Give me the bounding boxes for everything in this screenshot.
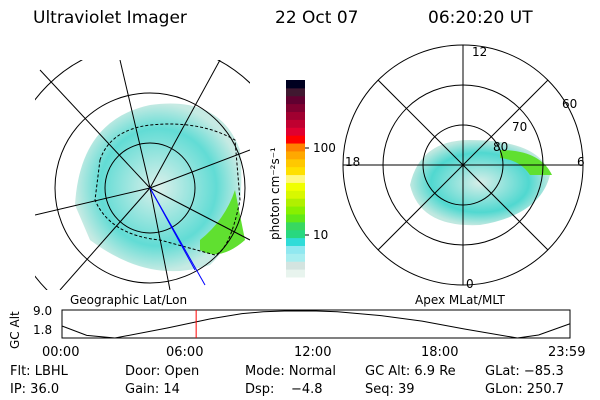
mlt-12: 12 (472, 45, 488, 59)
aurora-bright-region (200, 190, 245, 255)
mlt-18: 18 (345, 155, 361, 169)
glon: GLon: 250.7 (485, 382, 565, 397)
colorbar-swatch (286, 135, 305, 144)
mlt-0: 0 (466, 277, 474, 291)
colorbar-swatch (286, 237, 305, 246)
y-tick-max: 9.0 (33, 304, 53, 318)
instrument-title: Ultraviolet Imager (33, 8, 187, 28)
date-label: 22 Oct 07 (275, 8, 359, 28)
aurora-image-geo (75, 103, 242, 272)
x-tick-0600: 06:00 (166, 345, 204, 360)
colorbar-swatch (286, 150, 305, 160)
colorbar-swatch (286, 229, 305, 239)
colorbar-swatch (286, 111, 305, 120)
y-tick-min: 1.8 (33, 323, 53, 337)
colorbar-swatch (286, 174, 305, 183)
door: Door: Open (125, 364, 200, 379)
colorbar-swatch (286, 253, 305, 262)
colorbar-swatch (286, 182, 305, 191)
colorbar-swatch (286, 269, 305, 278)
right-panel-label: Apex MLat/MLT (415, 293, 505, 307)
colorbar-swatch (286, 245, 305, 254)
colorbar (286, 80, 305, 278)
colorbar-swatch (286, 206, 305, 215)
mlat-70: 70 (512, 120, 528, 134)
mlat-60: 60 (562, 97, 578, 111)
x-tick-0000: 00:00 (42, 345, 80, 360)
colorbar-swatch (286, 166, 305, 176)
colorbar-swatch (286, 190, 305, 199)
time-label: 06:20:20 UT (428, 8, 533, 28)
polar-plot (342, 44, 584, 286)
x-tick-1800: 18:00 (421, 345, 459, 360)
colorbar-swatch (286, 95, 305, 105)
gc-alt: GC Alt: 6.9 Re (365, 364, 456, 379)
mode: Mode: Normal (245, 364, 336, 379)
seq: Seq: 39 (365, 382, 415, 397)
colorbar-swatch (286, 198, 305, 207)
geographic-map (35, 60, 250, 290)
colorbar-swatch (286, 80, 305, 89)
colorbar-tick-10: 10 (313, 228, 329, 242)
colorbar-label: photon cm⁻²s⁻¹ (268, 147, 282, 240)
colorbar-swatch (286, 143, 305, 152)
colorbar-swatch (286, 127, 305, 136)
gain: Gain: 14 (125, 382, 180, 397)
colorbar-swatch (286, 119, 305, 128)
colorbar-swatch (286, 87, 305, 97)
colorbar-tick-100: 100 (313, 141, 336, 155)
ip: IP: 36.0 (10, 382, 60, 397)
gc-alt-line (61, 310, 571, 339)
dsp: Dsp: −4.8 (245, 382, 323, 397)
glat: GLat: −85.3 (485, 364, 564, 379)
filter: Flt: LBHL (10, 364, 68, 379)
mlat-80: 80 (493, 140, 509, 154)
x-tick-2359: 23:59 (548, 345, 586, 360)
mlt-6: 6 (577, 155, 585, 169)
colorbar-swatch (286, 221, 305, 231)
colorbar-swatch (286, 103, 305, 113)
y-axis-label: GC Alt (8, 311, 22, 349)
colorbar-swatch (286, 261, 305, 270)
colorbar-swatch (286, 158, 305, 168)
left-panel-label: Geographic Lat/Lon (70, 293, 188, 307)
x-tick-1200: 12:00 (294, 345, 332, 360)
colorbar-swatch (286, 213, 305, 223)
